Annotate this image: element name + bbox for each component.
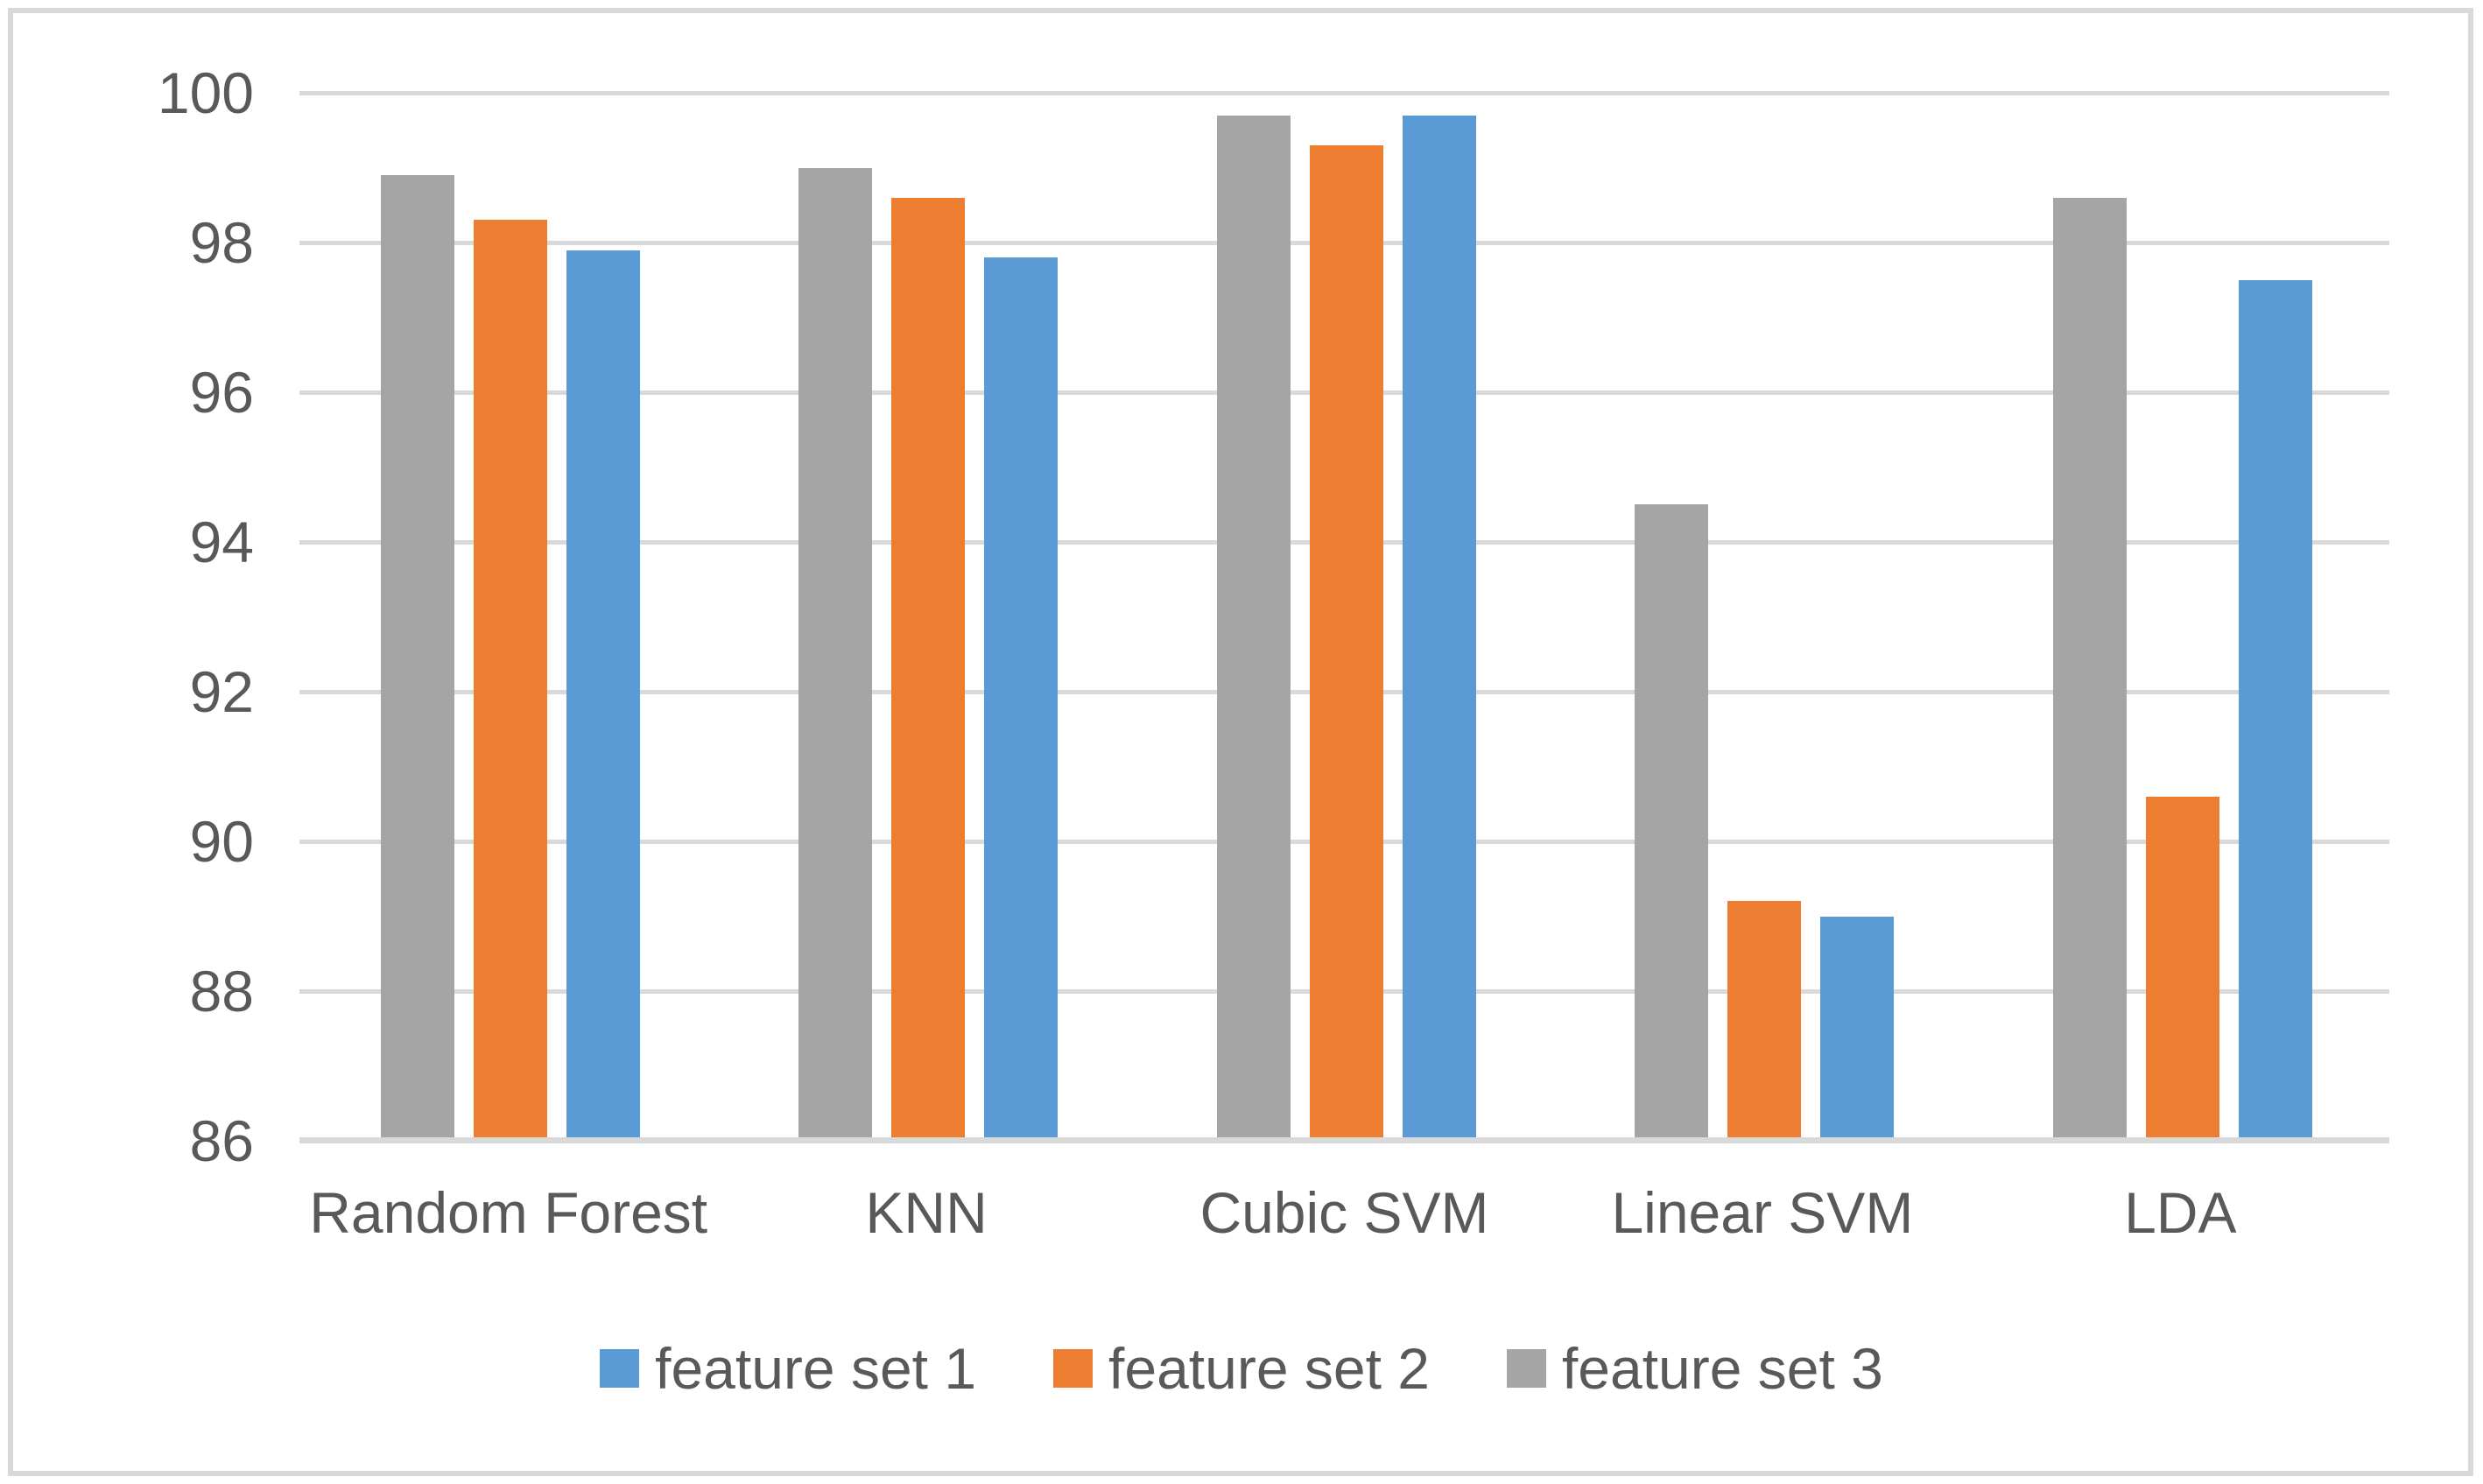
legend-label: feature set 1 (655, 1336, 977, 1401)
gridline-y-100 (299, 91, 2389, 95)
bar-lda-feature-set-1 (2238, 279, 2312, 1141)
y-tick-label: 94 (189, 510, 254, 574)
x-category-label-lda: LDA (2124, 1180, 2237, 1245)
legend-item-feature-set-3: feature set 3 (1506, 1336, 1883, 1401)
bar-knn-feature-set-3 (798, 167, 873, 1141)
bar-linear-svm-feature-set-3 (1635, 504, 1709, 1141)
bar-linear-svm-feature-set-2 (1727, 901, 1802, 1141)
bar-lda-feature-set-2 (2145, 796, 2219, 1141)
x-category-label-random-forest: Random Forest (309, 1180, 708, 1245)
legend-marker-icon (1506, 1349, 1546, 1388)
y-tick-label: 86 (189, 1108, 254, 1173)
y-tick-label: 88 (189, 959, 254, 1023)
legend-label: feature set 3 (1561, 1336, 1883, 1401)
legend-item-feature-set-2: feature set 2 (1053, 1338, 1430, 1399)
plot-area (299, 91, 2389, 1143)
x-category-label-linear-svm: Linear SVM (1611, 1180, 1914, 1245)
y-tick-label: 92 (189, 659, 254, 724)
bar-knn-feature-set-1 (984, 257, 1059, 1141)
bar-cubic-svm-feature-set-2 (1309, 144, 1383, 1141)
x-category-label-cubic-svm: Cubic SVM (1199, 1180, 1489, 1245)
bar-random-forest-feature-set-3 (381, 175, 454, 1141)
x-axis-line (299, 1137, 2389, 1143)
y-tick-label: 96 (189, 360, 254, 425)
legend: feature set 1 feature set 2 feature set 3 (0, 1338, 2483, 1399)
bar-random-forest-feature-set-2 (474, 220, 547, 1141)
bar-linear-svm-feature-set-1 (1820, 916, 1895, 1141)
bar-lda-feature-set-3 (2052, 197, 2127, 1141)
legend-item-feature-set-1: feature set 1 (600, 1338, 976, 1399)
legend-marker-icon (1053, 1349, 1094, 1388)
y-tick-label: 90 (189, 809, 254, 874)
x-category-label-knn: KNN (865, 1180, 988, 1245)
bar-cubic-svm-feature-set-3 (1216, 115, 1291, 1141)
bar-random-forest-feature-set-1 (566, 250, 640, 1141)
legend-label: feature set 2 (1108, 1336, 1430, 1401)
bar-knn-feature-set-2 (891, 197, 966, 1141)
y-tick-label: 100 (157, 60, 254, 125)
bar-cubic-svm-feature-set-1 (1402, 115, 1476, 1141)
legend-marker-icon (600, 1349, 640, 1388)
y-tick-label: 98 (189, 210, 254, 275)
